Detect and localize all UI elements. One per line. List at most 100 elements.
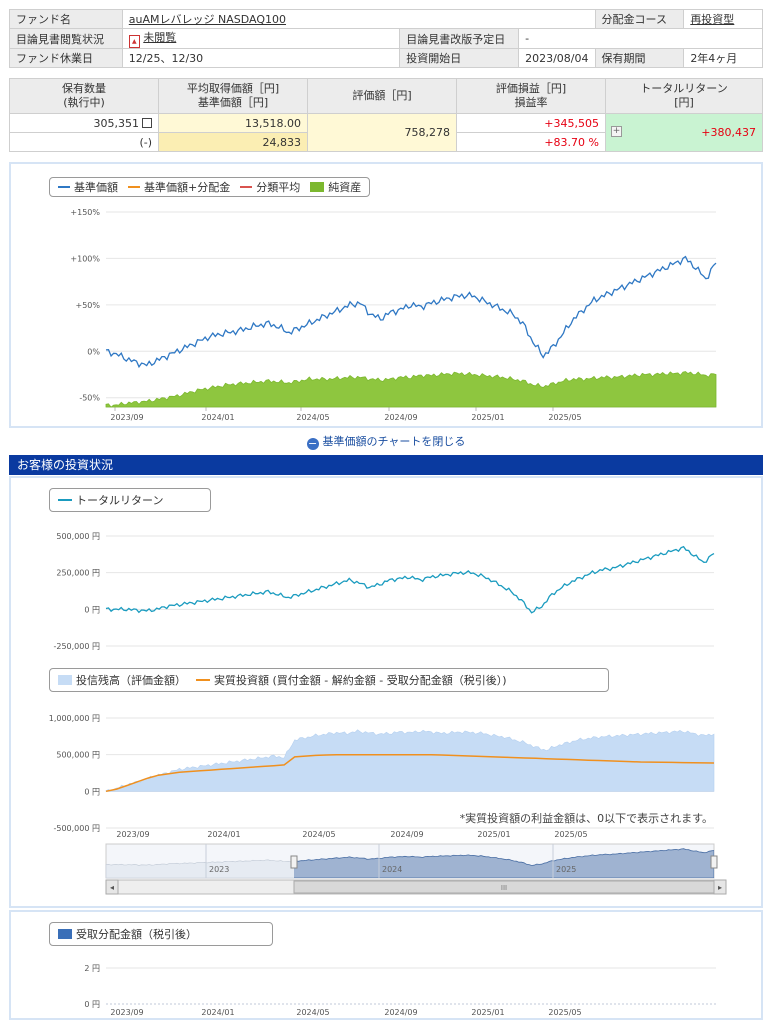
value-header: 評価額［円] [307, 78, 457, 114]
x-tick-label: 2024/01 [201, 413, 234, 422]
x-tick-label: 2024/09 [384, 1008, 417, 1017]
x-tick-label: 2024/01 [207, 830, 240, 839]
holiday-value: 12/25、12/30 [121, 48, 401, 68]
value-amount: 758,278 [307, 113, 457, 152]
prospectus-status-label: 目論見書閲覧状況 [9, 28, 123, 49]
balance-area [105, 729, 715, 792]
qty-value: 305,351 [93, 116, 140, 130]
y-tick-label: 1,000,000 円 [49, 714, 100, 723]
x-tick-label: 2024/01 [201, 1008, 234, 1017]
legend-category-average[interactable]: 分類平均 [240, 179, 300, 195]
y-tick-label: +50% [76, 301, 101, 310]
nav-value: 24,833 [158, 132, 308, 152]
navigator-year-label: 2024 [382, 865, 402, 874]
scroll-left-icon: ◂ [110, 883, 114, 892]
holiday-label: ファンド休業日 [9, 48, 123, 68]
nav-chart[interactable]: +150% +100% +50% 0% -50% 2023/09 2024/01 2024/0… [11, 164, 761, 426]
prospectus-revision-label: 目論見書改版予定日 [399, 28, 520, 49]
avg-header: 平均取得価額［円] [186, 82, 280, 95]
period-label: 保有期間 [594, 48, 685, 68]
x-tick-label: 2025/05 [548, 413, 581, 422]
fund-info-table: ファンド名 auAMレバレッジ NASDAQ100 分配金コース 再投資型 目論… [9, 9, 763, 68]
course-label: 分配金コース [594, 9, 685, 29]
y-tick-label: 0 円 [84, 787, 100, 796]
scrollbar-grip: III [501, 884, 507, 892]
start-date: 2023/08/04 [518, 48, 596, 68]
fund-name-label: ファンド名 [9, 9, 123, 29]
nav-chart-panel: 基準価額 基準価額+分配金 分類平均 純資産 +150% +100% +50% 0% -… [9, 162, 763, 428]
navigator-year-label: 2025 [556, 865, 576, 874]
y-tick-label: 250,000 円 [56, 569, 100, 578]
y-tick-label: -50% [79, 394, 100, 403]
distribution-chart[interactable]: 2 円 0 円 2023/09 2024/01 2024/05 2024/09 2025/0… [11, 912, 761, 1018]
nav-chart-legend: 基準価額 基準価額+分配金 分類平均 純資産 [49, 177, 371, 197]
total-return-line [105, 545, 715, 614]
pl-amount: +345,505 [456, 113, 606, 133]
x-tick-label: 2025/01 [471, 1008, 504, 1017]
navigator-handle-right [710, 855, 718, 869]
real-investment-line [105, 753, 715, 793]
legend-nav[interactable]: 基準価額 [58, 179, 118, 195]
legend-net-assets[interactable]: 純資産 [310, 179, 361, 195]
close-chart-toggle[interactable]: − 基準価額のチャートを閉じる [306, 435, 466, 450]
qty-header: 保有数量 [62, 82, 106, 95]
qty-checkbox[interactable] [142, 117, 152, 128]
legend-nav-dividend[interactable]: 基準価額+分配金 [128, 179, 230, 195]
y-tick-label: +150% [70, 208, 100, 217]
y-tick-label: +100% [70, 254, 100, 263]
tr-header: トータルリターン [640, 82, 728, 95]
y-tick-label: 500,000 円 [56, 751, 100, 760]
y-tick-label: 2 円 [84, 964, 100, 973]
x-tick-label: 2025/05 [548, 1008, 581, 1017]
x-tick-label: 2023/09 [116, 830, 149, 839]
pdf-icon: ▲ [128, 35, 140, 48]
total-return-legend: トータルリターン [49, 488, 211, 512]
distribution-legend: 受取分配金額（税引後） [49, 922, 273, 946]
period-value: 2年4ヶ月 [683, 48, 763, 68]
x-tick-label: 2025/01 [477, 830, 510, 839]
investment-charts[interactable]: 500,000 円 250,000 円 0 円 -250,000 円 1,000,000… [11, 478, 761, 906]
legend-distribution[interactable]: 受取分配金額（税引後） [58, 926, 197, 942]
expand-icon[interactable]: + [611, 126, 622, 137]
net-assets-area [105, 371, 717, 408]
y-tick-label: 0% [87, 347, 100, 356]
x-tick-label: 2023/09 [110, 1008, 143, 1017]
y-tick-label: 0 円 [84, 605, 100, 614]
x-tick-label: 2023/09 [110, 413, 143, 422]
legend-total-return[interactable]: トータルリターン [58, 492, 163, 508]
legend-real-investment[interactable]: 実質投資額 (買付金額 - 解約金額 - 受取分配金額（税引後）) [196, 672, 507, 688]
nav-line [105, 255, 717, 369]
fund-name: auAMレバレッジ NASDAQ100 [121, 9, 596, 29]
fund-name-link[interactable]: auAMレバレッジ NASDAQ100 [128, 13, 287, 26]
prospectus-link[interactable]: 未閲覧 [143, 31, 177, 44]
invest-note: *実質投資額の利益金額は、0以下で表示されます。 [459, 812, 713, 825]
scroll-right-button [713, 879, 727, 895]
avg-cost: 13,518.00 [158, 113, 308, 133]
y-tick-label: 500,000 円 [56, 532, 100, 541]
x-tick-label: 2024/05 [296, 413, 329, 422]
x-tick-label: 2024/05 [302, 830, 335, 839]
y-tick-label: 0 円 [84, 1000, 100, 1009]
navigator-selected [294, 848, 714, 878]
holding-table: 保有数量 (執行中) 平均取得価額［円] 基準価額［円] 評価額［円] 評価損益［円… [9, 78, 763, 152]
x-tick-label: 2024/05 [296, 1008, 329, 1017]
legend-balance[interactable]: 投信残高（評価金額） [58, 672, 186, 688]
x-tick-label: 2025/01 [471, 413, 504, 422]
navigator-handle-left [290, 855, 298, 869]
pl-rate: +83.70 % [456, 132, 606, 152]
scroll-right-icon: ▸ [718, 883, 722, 892]
balance-legend: 投信残高（評価金額） 実質投資額 (買付金額 - 解約金額 - 受取分配金額（税… [49, 668, 609, 692]
section-title: お客様の投資状況 [9, 455, 763, 475]
y-tick-label: -250,000 円 [53, 642, 100, 651]
scroll-left-button [105, 879, 119, 895]
navigator-year-label: 2023 [209, 865, 229, 874]
total-return: +380,437 [701, 126, 756, 139]
x-tick-label: 2024/09 [384, 413, 417, 422]
x-tick-label: 2024/09 [390, 830, 423, 839]
prospectus-revision: - [518, 28, 763, 49]
course-link[interactable]: 再投資型 [690, 13, 735, 26]
pl-header: 評価損益［円] [495, 82, 567, 95]
investment-panel: トータルリターン 投信残高（評価金額） 実質投資額 (買付金額 - 解約金額 -… [9, 476, 763, 908]
x-tick-label: 2025/05 [554, 830, 587, 839]
